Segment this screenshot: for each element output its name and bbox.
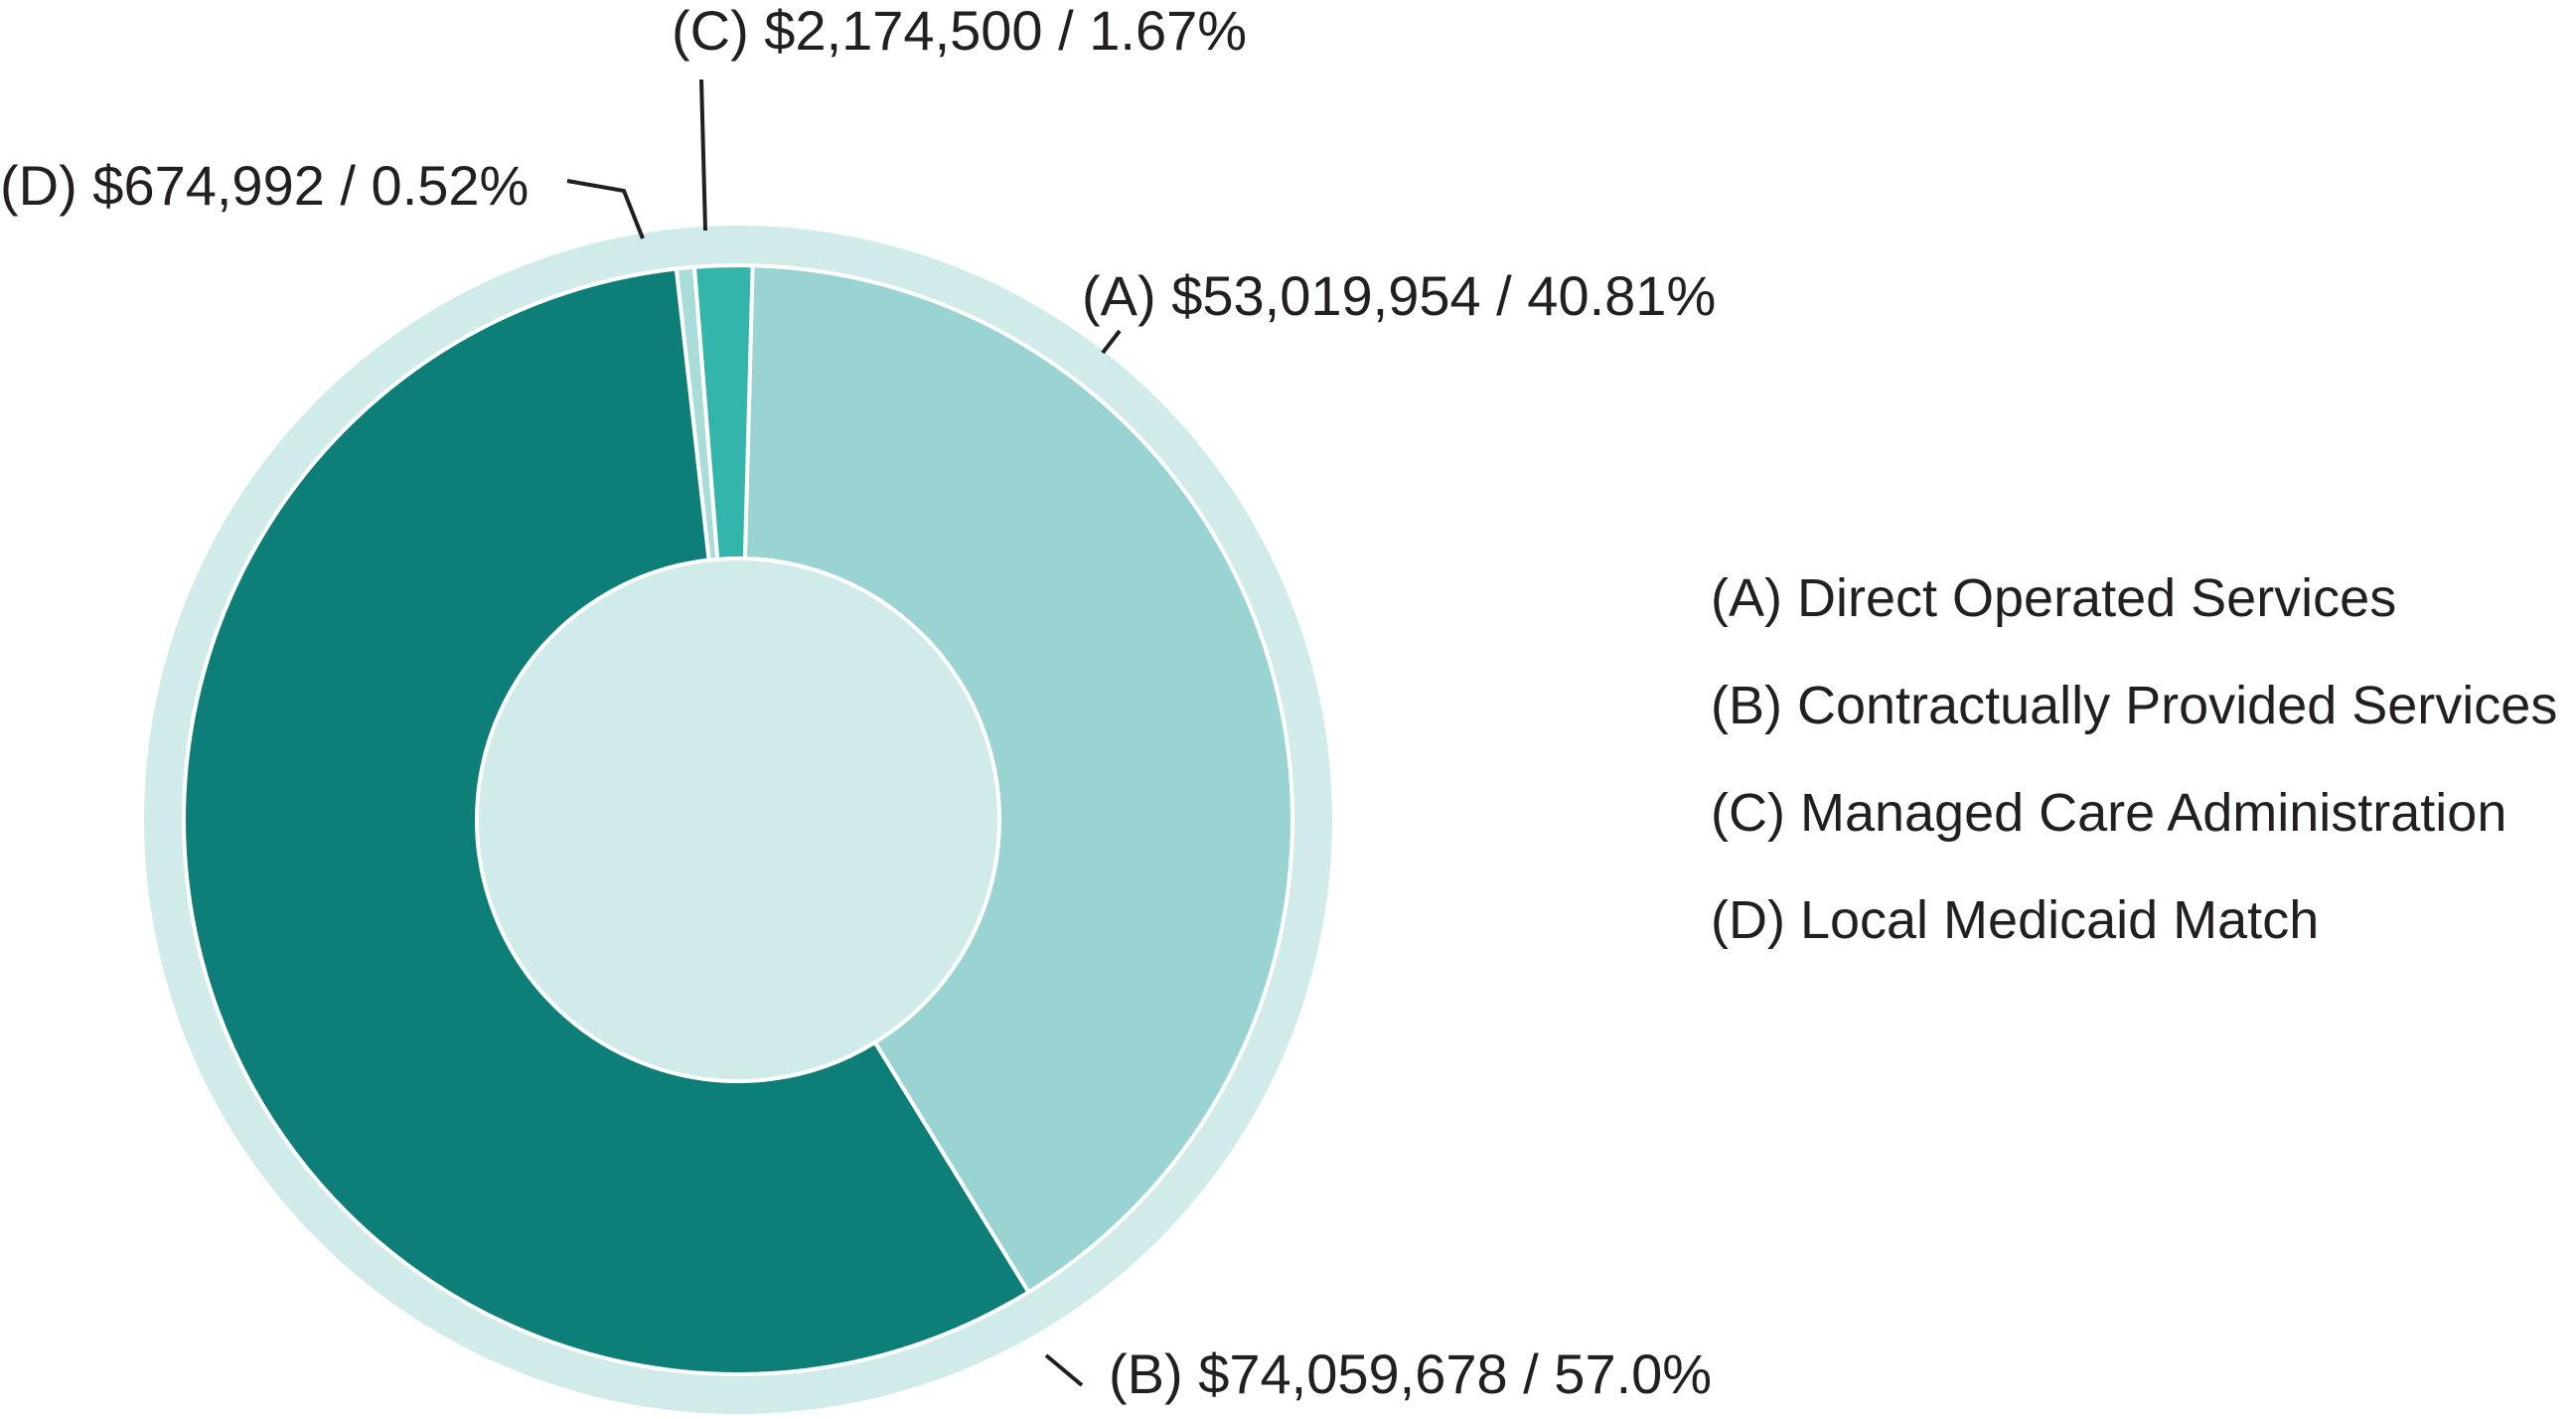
leader-line-c	[699, 79, 707, 232]
data-label-c: (C) $2,174,500 / 1.67%	[672, 0, 1247, 62]
legend-item-a: (A) Direct Operated Services	[1711, 568, 2397, 628]
legend-item-d: (D) Local Medicaid Match	[1711, 890, 2320, 950]
data-label-a: (A) $53,019,954 / 40.81%	[1082, 264, 1716, 327]
slice-a	[742, 263, 1295, 1296]
data-label-d: (D) $674,992 / 0.52%	[0, 154, 529, 217]
leader-lines	[566, 79, 1122, 1387]
legend-item-c: (C) Managed Care Administration	[1711, 783, 2507, 843]
legend: (A) Direct Operated Services (B) Contrac…	[1711, 545, 2557, 974]
slice-b	[182, 266, 1032, 1376]
leader-line-d	[566, 179, 645, 239]
leader-line-a	[1101, 329, 1122, 355]
slices	[182, 262, 1295, 1376]
leader-line-b	[1044, 1353, 1084, 1387]
data-label-b: (B) $74,059,678 / 57.0%	[1109, 1342, 1712, 1405]
legend-item-b: (B) Contractually Provided Services	[1711, 676, 2558, 735]
slice-c	[691, 262, 755, 561]
